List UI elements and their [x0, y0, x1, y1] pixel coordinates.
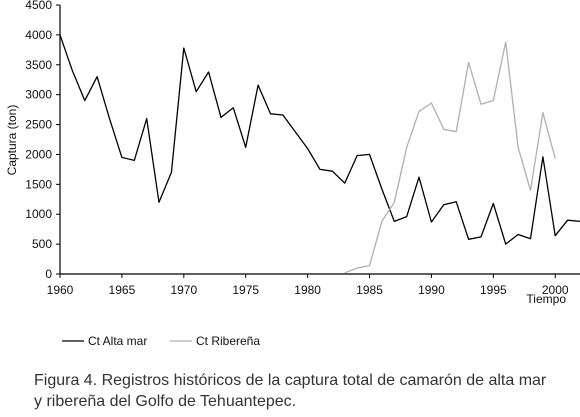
y-tick-label: 4000	[25, 28, 52, 42]
x-tick-label: 1960	[47, 283, 74, 297]
x-tick-label: 2000	[542, 283, 569, 297]
y-tick-label: 1500	[25, 177, 52, 191]
x-tick-label: 1965	[109, 283, 136, 297]
x-tick-label: 1985	[356, 283, 383, 297]
y-axis-title: Captura (ton)	[5, 105, 19, 176]
y-tick-label: 1000	[25, 207, 52, 221]
x-tick-label: 1980	[294, 283, 321, 297]
x-tick-label: 1995	[480, 283, 507, 297]
legend-label-alta-mar: Ct Alta mar	[88, 334, 147, 348]
x-tick-label: 1975	[232, 283, 259, 297]
caption-line-2: y ribereña del Golfo de Tehuantepec.	[34, 393, 297, 410]
line-chart: 0 500 1000 1500 2000 2500 3000 3500 4000 4500 196…	[5, 0, 580, 348]
series-layer	[59, 34, 580, 274]
x-axis-title: Tiempo	[526, 292, 566, 306]
y-tick-label: 2500	[25, 118, 52, 132]
x-tick-label: 1990	[418, 283, 445, 297]
legend: Ct Alta mar Ct Ribereña	[62, 334, 260, 348]
y-axis-ticks: 0 500 1000 1500 2000 2500 3000 3500 4000 4500	[25, 0, 60, 281]
y-tick-label: 3000	[25, 88, 52, 102]
figure-caption: Figura 4. Registros históricos de la cap…	[34, 370, 574, 412]
series-line-alta-mar	[59, 34, 580, 245]
y-tick-label: 2000	[25, 147, 52, 161]
y-tick-label: 500	[32, 237, 52, 251]
legend-label-riberena: Ct Ribereña	[196, 334, 260, 348]
x-axis-ticks: 1960 1965 1970 1975 1980 1985 1990 1995 2000	[47, 274, 569, 297]
series-line-riberena	[344, 41, 556, 274]
caption-line-1: Figura 4. Registros históricos de la cap…	[34, 372, 547, 389]
y-tick-label: 3500	[25, 58, 52, 72]
y-tick-label: 4500	[25, 0, 52, 12]
y-tick-label: 0	[45, 267, 52, 281]
x-tick-label: 1970	[170, 283, 197, 297]
